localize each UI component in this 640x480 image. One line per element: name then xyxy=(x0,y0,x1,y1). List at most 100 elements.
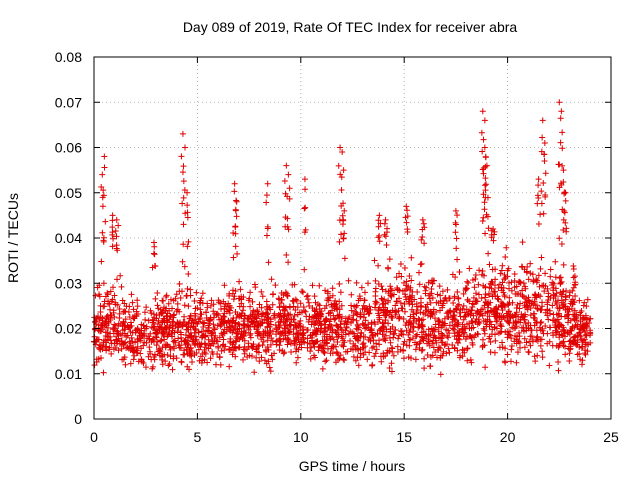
data-point xyxy=(286,195,293,202)
data-point xyxy=(253,354,260,361)
data-point xyxy=(191,297,198,304)
data-point xyxy=(546,338,553,345)
data-point xyxy=(317,322,324,329)
data-point xyxy=(293,324,300,331)
data-point xyxy=(400,347,407,354)
data-point xyxy=(549,279,556,286)
data-point xyxy=(542,170,549,177)
data-point xyxy=(288,321,295,328)
data-point xyxy=(321,318,328,325)
data-point xyxy=(538,306,545,313)
data-point xyxy=(571,316,578,323)
data-point xyxy=(180,241,187,248)
data-point xyxy=(345,277,352,284)
data-point xyxy=(372,277,379,284)
data-point xyxy=(135,358,142,365)
data-point xyxy=(350,312,357,319)
data-point xyxy=(454,347,461,354)
data-point xyxy=(95,313,102,320)
data-point xyxy=(401,308,408,315)
data-point xyxy=(238,331,245,338)
data-point xyxy=(179,169,186,176)
data-point xyxy=(323,333,330,340)
data-point xyxy=(535,182,542,189)
data-point xyxy=(170,314,177,321)
data-point xyxy=(304,344,311,351)
data-point xyxy=(149,319,156,326)
data-point xyxy=(505,265,512,272)
data-point xyxy=(428,325,435,332)
data-point xyxy=(559,162,566,169)
data-point xyxy=(314,328,321,335)
data-point xyxy=(302,204,309,211)
data-point xyxy=(546,362,553,369)
data-point xyxy=(539,117,546,124)
data-point xyxy=(111,292,118,299)
data-point xyxy=(300,329,307,336)
data-point xyxy=(96,316,103,323)
data-point xyxy=(207,355,214,362)
data-point xyxy=(365,321,372,328)
data-point xyxy=(432,321,439,328)
data-point xyxy=(554,304,561,311)
data-point xyxy=(151,251,158,258)
data-point xyxy=(450,316,457,323)
data-point xyxy=(437,345,444,352)
data-point xyxy=(388,313,395,320)
data-point xyxy=(218,330,225,337)
data-point xyxy=(560,216,567,223)
plot-frame xyxy=(93,56,612,420)
data-point xyxy=(481,330,488,337)
data-point xyxy=(480,282,487,289)
data-point xyxy=(430,344,437,351)
data-point xyxy=(404,207,411,214)
data-point xyxy=(198,341,205,348)
y-tick-label: 0.04 xyxy=(55,230,82,246)
data-point xyxy=(545,290,552,297)
data-point xyxy=(439,319,446,326)
data-point xyxy=(328,345,335,352)
data-point xyxy=(425,338,432,345)
data-point xyxy=(519,239,526,246)
data-point xyxy=(560,167,567,174)
data-point xyxy=(371,257,378,264)
data-point xyxy=(257,317,264,324)
data-point xyxy=(574,351,581,358)
data-point xyxy=(412,356,419,363)
data-point xyxy=(286,329,293,336)
data-point xyxy=(518,324,525,331)
y-tick-label: 0.03 xyxy=(55,275,82,291)
data-point xyxy=(524,297,531,304)
data-point xyxy=(536,283,543,290)
data-point xyxy=(197,306,204,313)
data-point xyxy=(383,349,390,356)
data-point xyxy=(102,293,109,300)
data-point xyxy=(579,316,586,323)
data-point xyxy=(408,254,415,261)
data-point xyxy=(464,345,471,352)
data-point xyxy=(373,299,380,306)
data-point xyxy=(142,364,149,371)
data-point xyxy=(216,334,223,341)
data-point xyxy=(489,293,496,300)
data-point xyxy=(419,346,426,353)
data-point xyxy=(128,291,135,298)
data-point xyxy=(461,349,468,356)
data-point xyxy=(527,270,534,277)
data-point xyxy=(414,331,421,338)
data-point xyxy=(405,331,412,338)
data-point xyxy=(157,306,164,313)
data-point xyxy=(122,316,129,323)
data-point xyxy=(556,161,563,168)
data-point xyxy=(113,327,120,334)
data-point xyxy=(332,315,339,322)
data-point xyxy=(185,271,192,278)
data-point xyxy=(255,343,262,350)
data-point xyxy=(176,342,183,349)
data-point xyxy=(390,352,397,359)
data-point xyxy=(453,221,460,228)
y-tick-label: 0.08 xyxy=(55,49,82,65)
data-point xyxy=(452,229,459,236)
data-point xyxy=(513,319,520,326)
data-point xyxy=(239,335,246,342)
